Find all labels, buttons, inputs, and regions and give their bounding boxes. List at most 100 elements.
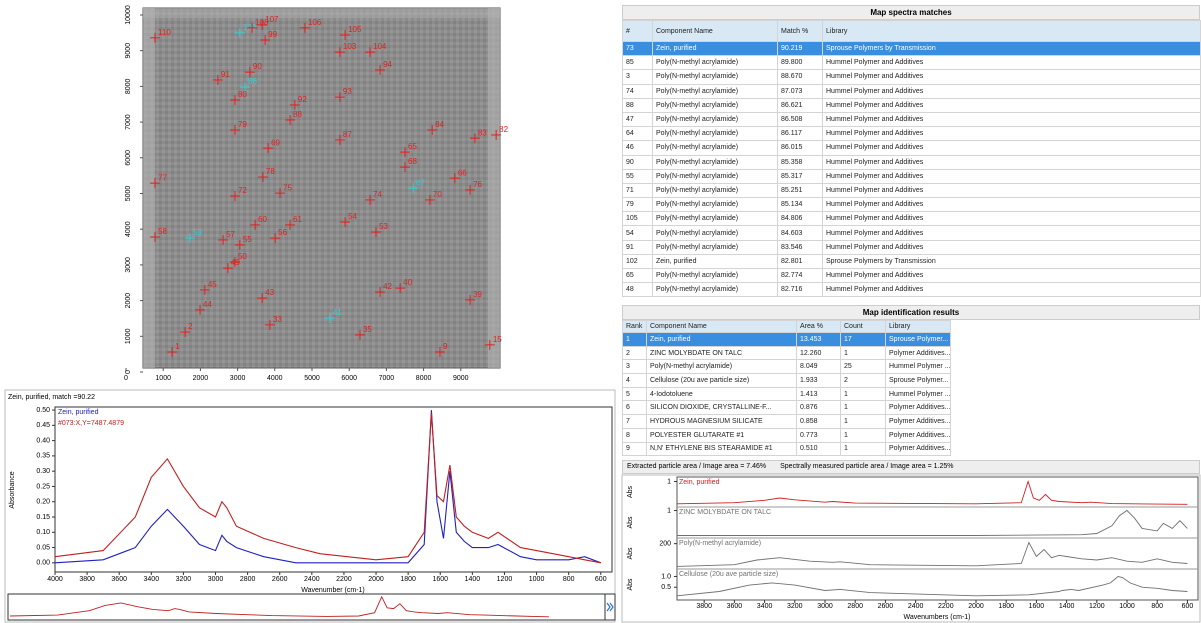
table-row[interactable]: 55 Poly(N-methyl acrylamide) 85.317 Hummel … — [622, 168, 1201, 184]
table-cell: 90 — [622, 154, 653, 170]
table-row[interactable]: 88 Poly(N-methyl acrylamide) 86.621 Hummel … — [622, 97, 1201, 113]
table-row[interactable]: 8 POLYESTER GLUTARATE #1 0.773 1 Polymer Add… — [622, 427, 951, 443]
table-row[interactable]: 1 Zein, purified 13.453 17 Sprouse Polymer..… — [622, 332, 951, 347]
table-row[interactable]: 102 Zein, purified 82.801 Sprouse Polymers … — [622, 253, 1201, 270]
column-header[interactable]: Rank — [622, 320, 647, 333]
column-header[interactable]: Count — [840, 320, 886, 333]
table-row[interactable]: 9 N,N' ETHYLENE BIS STEARAMIDE #1 0.510 1 Po… — [622, 441, 951, 457]
particle-label: 58 — [158, 227, 167, 236]
particle-label: 106 — [308, 18, 322, 27]
panel-name: Zein, purified — [679, 479, 720, 486]
map-layer: 0 1000 2000 3000 4000 5000 6000 7000 8000 9000 0 10… — [124, 5, 509, 382]
particle-marker — [199, 284, 210, 295]
table-cell: 7 — [622, 414, 647, 429]
table-cell: 71 — [622, 182, 653, 199]
particle-label: 41 — [333, 308, 342, 317]
spectrum-title: Zein, purified, match =90.22 — [8, 394, 95, 401]
table-cell: Poly(N-methyl acrylamide) — [652, 239, 778, 255]
table-cell: 86.015 — [777, 140, 823, 156]
particle-label: 88 — [293, 110, 302, 119]
column-header[interactable]: Library — [822, 20, 1201, 42]
table-cell: 73 — [622, 40, 653, 57]
table-cell: Poly(N-methyl acrylamide) — [652, 267, 778, 284]
stacked-line — [676, 480, 1188, 505]
y-tick-label: 0.50 — [36, 407, 50, 414]
table-cell: 17 — [840, 332, 886, 347]
column-header[interactable]: Area % — [796, 320, 841, 333]
table-row[interactable]: 105 Poly(N-methyl acrylamide) 84.806 Hummel… — [622, 211, 1201, 227]
table-cell: 82.801 — [777, 253, 823, 270]
table-row[interactable]: 47 Poly(N-methyl acrylamide) 86.508 Hummel … — [622, 111, 1201, 128]
x-tick-label: 3200 — [787, 603, 803, 610]
table-row[interactable]: 46 Poly(N-methyl acrylamide) 86.015 Hummel … — [622, 140, 1201, 156]
expand-icon — [609, 602, 614, 612]
particle-marker — [229, 124, 240, 135]
table-row[interactable]: 71 Poly(N-methyl acrylamide) 85.251 Hummel … — [622, 182, 1201, 199]
column-header[interactable]: Match % — [777, 20, 823, 42]
table-cell: 5 — [622, 386, 647, 402]
table-row[interactable]: 74 Poly(N-methyl acrylamide) 87.073 Hummel … — [622, 83, 1201, 99]
particle-label: 45 — [208, 280, 217, 289]
table-cell: 47 — [622, 111, 653, 128]
particle-marker — [465, 294, 476, 305]
table-cell: Sprouse Polymers by Transmission — [822, 40, 1201, 57]
table-cell: 1 — [622, 332, 647, 347]
table-cell: Hummel Polymer and Additives — [822, 97, 1201, 113]
table-cell: 3 — [622, 359, 647, 375]
table-row[interactable]: 79 Poly(N-methyl acrylamide) 85.134 Hummel … — [622, 197, 1201, 213]
table-cell: 85.317 — [777, 168, 823, 184]
x-tick-label: 1000 — [1119, 603, 1135, 610]
table-row[interactable]: 85 Poly(N-methyl acrylamide) 89.800 Hummel … — [622, 55, 1201, 71]
table-cell: Cellulose (20u ave particle size) — [646, 373, 797, 388]
table-row[interactable]: 6 SILICON DIOXIDE, CRYSTALLINE-F... 0.876 1… — [622, 400, 951, 416]
particle-marker — [395, 283, 406, 294]
table-cell: Zein, purified — [652, 253, 778, 270]
table-cell: Polymer Additives... — [885, 345, 951, 361]
table-cell: Poly(N-methyl acrylamide) — [652, 126, 778, 142]
particle-marker — [229, 94, 240, 105]
table-cell: 4 — [622, 373, 647, 388]
table-row[interactable]: 5 4-Iodotoluene 1.413 1 Hummel Polymer ... — [622, 386, 951, 402]
x-tick-label: 600 — [1182, 603, 1194, 610]
particle-marker — [334, 47, 345, 58]
table-row[interactable]: 2 ZINC MOLYBDATE ON TALC 12.260 1 Polymer Ad… — [622, 345, 951, 361]
table-row[interactable]: 48 Poly(N-methyl acrylamide) 82.716 Hummel … — [622, 282, 1201, 298]
table-cell: 79 — [622, 197, 653, 213]
particle-marker — [150, 232, 161, 243]
table-row[interactable]: 90 Poly(N-methyl acrylamide) 85.358 Hummel … — [622, 154, 1201, 170]
table-cell: 4-Iodotoluene — [646, 386, 797, 402]
particle-marker — [408, 183, 419, 194]
table-row[interactable]: 3 Poly(N-methyl acrylamide) 88.670 Hummel P… — [622, 69, 1201, 85]
column-header[interactable]: Component Name — [652, 20, 778, 42]
particle-label: 82 — [499, 125, 508, 134]
y-tick-label: 0.15 — [36, 514, 50, 521]
particle-marker — [247, 22, 258, 33]
particle-label: 68 — [408, 157, 417, 166]
table-row[interactable]: 7 HYDROUS MAGNESIUM SILICATE 0.858 1 Polymer… — [622, 414, 951, 429]
particle-label: 110 — [158, 28, 171, 37]
table-cell: Hummel Polymer and Additives — [822, 111, 1201, 128]
y-axis-title: Absorbance — [9, 471, 16, 508]
table-row[interactable]: 65 Poly(N-methyl acrylamide) 82.774 Hummel … — [622, 267, 1201, 284]
column-header[interactable]: Component Name — [646, 320, 797, 333]
table-row[interactable]: 73 Zein, purified 90.219 Sprouse Polymers b… — [622, 40, 1201, 57]
table-cell: Polymer Additives... — [885, 427, 951, 443]
table-cell: Poly(N-methyl acrylamide) — [652, 69, 778, 85]
stacked-line — [676, 541, 1188, 567]
column-header[interactable]: # — [622, 20, 653, 42]
table-row[interactable]: 64 Poly(N-methyl acrylamide) 86.117 Hummel … — [622, 126, 1201, 142]
table-title: Map spectra matches — [622, 5, 1200, 20]
abs-label: Abs — [627, 547, 634, 560]
x-tick-label: 0 — [124, 375, 128, 382]
table-row[interactable]: 91 Poly(N-methyl acrylamide) 83.546 Hummel … — [622, 239, 1201, 255]
column-header[interactable]: Library — [885, 320, 951, 333]
particle-label: 50 — [238, 252, 247, 261]
x-tick-label: 2800 — [240, 576, 256, 583]
x-tick-label: 2400 — [304, 576, 320, 583]
table-row[interactable]: 3 Poly(N-methyl acrylamide) 8.049 25 Hummel … — [622, 359, 951, 375]
table-row[interactable]: 54 Poly(N-methyl acrylamide) 84.603 Hummel … — [622, 225, 1201, 241]
table-row[interactable]: 4 Cellulose (20u ave particle size) 1.933 2… — [622, 373, 951, 388]
x-tick-label: 2200 — [336, 576, 352, 583]
particle-marker — [465, 184, 476, 195]
table-cell: Sprouse Polymer... — [885, 373, 951, 388]
